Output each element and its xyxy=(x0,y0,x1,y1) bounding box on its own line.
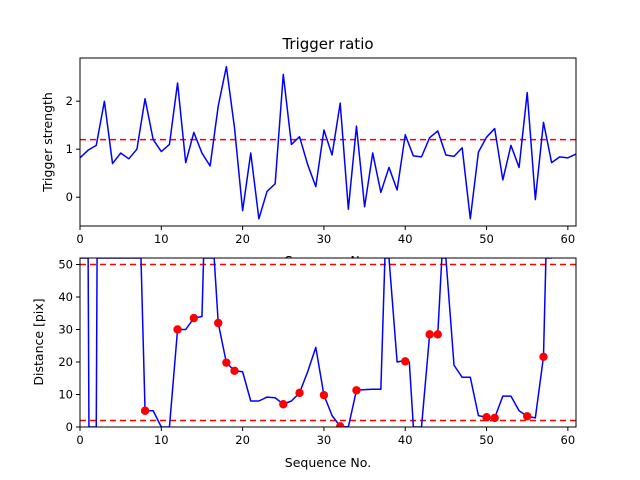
top-x-tick-label: 50 xyxy=(479,232,494,246)
top-y-ticks: 0 1 2 xyxy=(66,94,80,204)
top-x-tick-label: 40 xyxy=(398,232,413,246)
distance-marker xyxy=(490,413,499,423)
distance-marker xyxy=(352,386,361,395)
distance-marker xyxy=(279,400,288,409)
top-x-tick-label: 10 xyxy=(154,232,169,246)
distance-marker xyxy=(482,413,491,422)
top-x-ticks: 0 10 20 30 40 50 60 xyxy=(76,226,575,246)
distance-marker xyxy=(425,330,434,339)
trigger-strength-line xyxy=(80,65,576,220)
bottom-x-tick-label: 30 xyxy=(317,433,332,447)
distance-line xyxy=(80,258,552,427)
top-plot-area xyxy=(80,65,576,220)
distance-marker xyxy=(335,422,345,427)
top-y-tick-label: 0 xyxy=(66,190,73,204)
distance-marker xyxy=(401,357,410,366)
bottom-y-tick-label: 50 xyxy=(58,258,73,272)
distance-marker xyxy=(433,330,442,339)
bottom-y-ticks: 0 10 20 30 40 50 xyxy=(58,258,80,434)
distance-chart: 0 10 20 30 40 50 60 0 10 20 30 40 50 Sequence No. D… xyxy=(31,257,577,470)
bottom-y-tick-label: 20 xyxy=(58,355,73,369)
bottom-axes-background xyxy=(80,258,576,427)
bottom-y-tick-label: 30 xyxy=(58,323,73,337)
bottom-x-tick-label: 20 xyxy=(235,433,250,447)
top-x-tick-label: 0 xyxy=(76,232,83,246)
distance-marker xyxy=(214,318,223,328)
top-x-tick-label: 30 xyxy=(317,232,332,246)
bottom-x-tick-label: 40 xyxy=(398,433,413,447)
bottom-y-axis-label: Distance [pix] xyxy=(31,298,46,385)
top-x-tick-label: 60 xyxy=(561,232,576,246)
distance-marker xyxy=(539,352,548,361)
distance-marker xyxy=(523,412,532,421)
distance-marker xyxy=(140,406,150,415)
top-x-tick-label: 20 xyxy=(235,232,250,246)
bottom-x-tick-label: 0 xyxy=(76,433,83,447)
distance-marker xyxy=(222,358,231,367)
bottom-x-tick-label: 10 xyxy=(154,433,169,447)
bottom-y-tick-label: 10 xyxy=(58,388,73,402)
bottom-y-tick-label: 0 xyxy=(66,420,73,434)
top-axes-frame xyxy=(79,57,577,227)
distance-marker xyxy=(230,366,239,375)
bottom-axes-frame xyxy=(79,257,577,428)
distance-marker xyxy=(173,325,182,334)
top-y-tick-label: 1 xyxy=(66,142,73,156)
bottom-x-tick-label: 50 xyxy=(479,433,494,447)
bottom-x-ticks: 0 10 20 30 40 50 60 xyxy=(76,427,575,447)
chart-title: Trigger ratio xyxy=(281,35,373,53)
distance-marker xyxy=(189,313,199,323)
bottom-y-tick-label: 40 xyxy=(58,290,73,304)
top-y-tick-label: 2 xyxy=(66,94,73,108)
bottom-plot-area xyxy=(80,258,576,427)
distance-marker xyxy=(295,388,304,398)
distance-marker xyxy=(319,390,329,400)
bottom-x-tick-label: 60 xyxy=(561,433,576,447)
top-y-axis-label: Trigger strength xyxy=(40,92,55,193)
bottom-x-axis-label: Sequence No. xyxy=(285,455,371,470)
